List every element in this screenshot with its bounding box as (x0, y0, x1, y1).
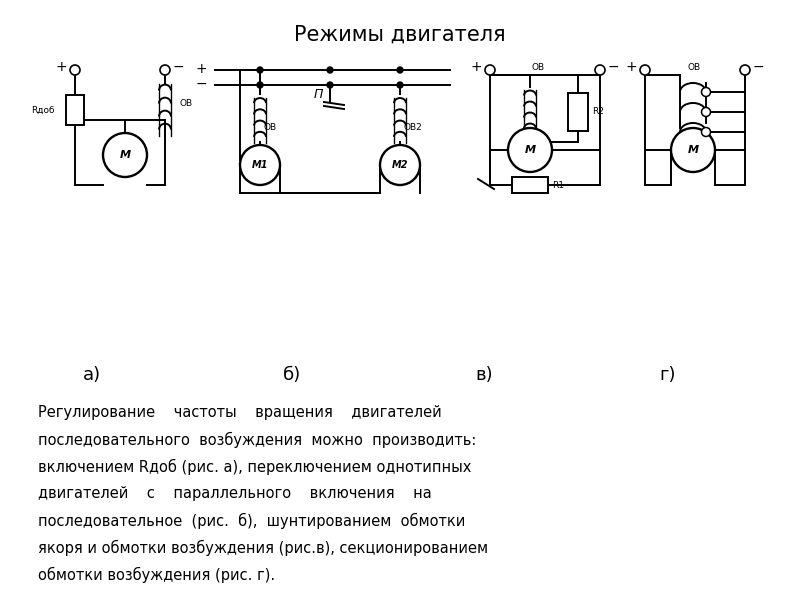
Circle shape (160, 65, 170, 75)
Text: +: + (195, 62, 207, 76)
Text: ОВ: ОВ (179, 98, 192, 107)
Text: −: − (608, 60, 620, 74)
Circle shape (740, 65, 750, 75)
Circle shape (257, 67, 263, 73)
Circle shape (257, 82, 263, 88)
Text: +: + (626, 60, 637, 74)
Text: ОВ2: ОВ2 (403, 124, 422, 133)
Text: Режимы двигателя: Режимы двигателя (294, 25, 506, 45)
Circle shape (671, 128, 715, 172)
Circle shape (702, 107, 710, 116)
Text: обмотки возбуждения (рис. г).: обмотки возбуждения (рис. г). (38, 567, 275, 583)
Circle shape (640, 65, 650, 75)
Text: последовательного  возбуждения  можно  производить:: последовательного возбуждения можно прои… (38, 432, 476, 448)
Circle shape (327, 67, 333, 73)
Text: −: − (195, 77, 207, 91)
Circle shape (397, 82, 403, 88)
Text: г): г) (660, 366, 676, 384)
Bar (568, 93, 588, 131)
Text: двигателей    с    параллельного    включения    на: двигателей с параллельного включения на (38, 486, 432, 501)
Text: M: M (687, 145, 698, 155)
Circle shape (103, 133, 147, 177)
Circle shape (595, 65, 605, 75)
Text: включением Rдоб (рис. а), переключением однотипных: включением Rдоб (рис. а), переключением … (38, 459, 471, 475)
Text: R1: R1 (552, 181, 564, 190)
Text: а): а) (83, 366, 101, 384)
Text: +: + (470, 60, 482, 74)
Circle shape (327, 82, 333, 88)
Text: якоря и обмотки возбуждения (рис.в), секционированием: якоря и обмотки возбуждения (рис.в), сек… (38, 540, 488, 556)
Text: Регулирование    частоты    вращения    двигателей: Регулирование частоты вращения двигателе… (38, 405, 442, 420)
Text: −: − (753, 60, 765, 74)
Bar (66, 95, 84, 125)
Text: б): б) (283, 366, 301, 384)
Circle shape (508, 128, 552, 172)
Text: Rдоб: Rдоб (31, 106, 55, 115)
Bar (512, 177, 548, 193)
Text: ОВ: ОВ (263, 124, 276, 133)
Text: в): в) (475, 366, 493, 384)
Text: R2: R2 (592, 107, 604, 116)
Text: M: M (119, 150, 130, 160)
Text: ОВ: ОВ (688, 64, 701, 73)
Text: M: M (525, 145, 535, 155)
Circle shape (240, 145, 280, 185)
Circle shape (397, 67, 403, 73)
Text: −: − (173, 60, 185, 74)
Text: последовательное  (рис.  б),  шунтированием  обмотки: последовательное (рис. б), шунтированием… (38, 513, 466, 529)
Text: M2: M2 (392, 160, 408, 170)
Text: +: + (55, 60, 67, 74)
Circle shape (702, 88, 710, 97)
Circle shape (380, 145, 420, 185)
Circle shape (70, 65, 80, 75)
Circle shape (485, 65, 495, 75)
Text: M1: M1 (252, 160, 268, 170)
Text: ОВ: ОВ (532, 64, 545, 73)
Text: П: П (314, 88, 322, 101)
Circle shape (702, 127, 710, 136)
